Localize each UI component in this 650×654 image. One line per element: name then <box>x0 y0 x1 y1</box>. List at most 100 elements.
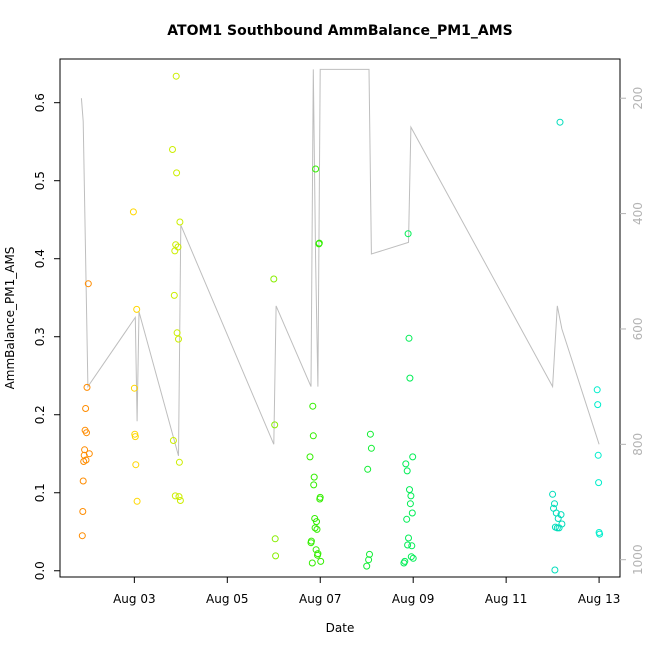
y-tick-label: 0.1 <box>33 483 47 502</box>
data-point <box>366 430 374 438</box>
data-point <box>176 497 184 504</box>
data-point <box>84 280 92 288</box>
data-point <box>311 524 319 532</box>
x-tick-label: Aug 09 <box>392 592 435 606</box>
data-point <box>170 291 178 299</box>
data-point <box>316 493 324 501</box>
data-point <box>363 562 371 570</box>
data-point <box>406 500 414 508</box>
data-point <box>169 146 176 153</box>
data-point <box>272 552 280 560</box>
chart-title: ATOM1 Southbound AmmBalance_PM1_AMS <box>167 23 512 39</box>
data-point <box>596 530 604 538</box>
y-tick-label: 0.6 <box>33 93 47 112</box>
data-point <box>130 384 138 392</box>
data-point <box>404 230 412 238</box>
data-point <box>403 515 411 523</box>
y-tick-label: 0.0 <box>33 561 47 580</box>
data-point <box>549 490 557 498</box>
x-tick-label: Aug 13 <box>578 592 621 606</box>
data-point <box>558 520 566 528</box>
data-point <box>133 497 141 505</box>
data-point <box>307 537 315 545</box>
data-point <box>407 492 415 500</box>
x-tick-label: Aug 11 <box>485 592 528 606</box>
data-point <box>309 432 317 440</box>
data-point <box>79 477 87 485</box>
data-point <box>403 467 411 475</box>
data-point <box>85 450 93 458</box>
data-point <box>595 479 603 487</box>
data-point <box>173 169 181 177</box>
y2-tick-label: 800 <box>631 433 645 456</box>
data-point <box>314 550 322 558</box>
x-tick-label: Aug 03 <box>113 592 156 606</box>
data-point <box>309 402 317 410</box>
data-point <box>174 243 182 251</box>
data-point <box>367 444 375 452</box>
data-point <box>131 433 139 441</box>
data-point <box>132 461 140 469</box>
data-point <box>407 553 415 561</box>
data-point <box>175 335 182 343</box>
data-point <box>171 492 179 500</box>
y-tick-label: 0.4 <box>33 249 47 268</box>
data-point <box>315 239 323 247</box>
data-point <box>409 554 417 562</box>
y-axis-label: AmmBalance_PM1_AMS <box>3 247 17 390</box>
data-point <box>78 532 86 540</box>
data-point <box>409 453 417 461</box>
data-point <box>557 511 565 519</box>
data-point <box>364 465 372 473</box>
trace-line <box>80 68 600 457</box>
data-point <box>556 118 564 126</box>
data-point <box>594 451 602 459</box>
plot-frame <box>59 58 621 578</box>
data-point <box>408 509 416 517</box>
data-point <box>306 453 314 461</box>
data-point <box>81 446 89 454</box>
data-point <box>402 460 410 468</box>
data-point <box>593 386 601 394</box>
data-point <box>317 557 325 565</box>
y-tick-label: 0.5 <box>33 171 47 190</box>
data-point <box>169 437 177 444</box>
data-point <box>83 429 90 437</box>
data-point <box>133 305 141 313</box>
data-point <box>405 534 412 542</box>
data-point <box>176 218 184 226</box>
data-point <box>404 541 412 549</box>
data-point <box>310 481 318 489</box>
data-point <box>313 518 320 526</box>
data-point <box>83 383 91 391</box>
y2-tick-label: 600 <box>631 318 645 341</box>
y2-tick-label: 200 <box>631 87 645 110</box>
data-point <box>551 500 558 508</box>
x-tick-label: Aug 07 <box>299 592 342 606</box>
data-point <box>406 486 413 494</box>
data-point <box>270 275 278 283</box>
y2-tick-label: 400 <box>631 202 645 225</box>
data-point <box>401 557 409 565</box>
data-point <box>172 241 180 249</box>
data-point <box>312 165 320 173</box>
data-point <box>366 550 373 558</box>
y-tick-label: 0.3 <box>33 327 47 346</box>
data-point <box>82 456 90 464</box>
y-tick-label: 0.2 <box>33 405 47 424</box>
y2-tick-label: 1000 <box>631 544 645 575</box>
plot-area: Aug 03 Aug 05 Aug 07 Aug 09 Aug 11 Aug 13 0.0 0… <box>33 58 645 606</box>
data-point <box>79 508 87 515</box>
data-point <box>172 72 180 80</box>
data-point <box>129 208 137 216</box>
x-tick-label: Aug 05 <box>206 592 249 606</box>
data-point <box>173 329 181 337</box>
data-point <box>175 458 183 466</box>
data-point <box>408 542 416 550</box>
data-point <box>405 334 413 342</box>
data-point <box>175 493 183 501</box>
data-point <box>271 421 279 429</box>
data-point <box>308 559 316 567</box>
